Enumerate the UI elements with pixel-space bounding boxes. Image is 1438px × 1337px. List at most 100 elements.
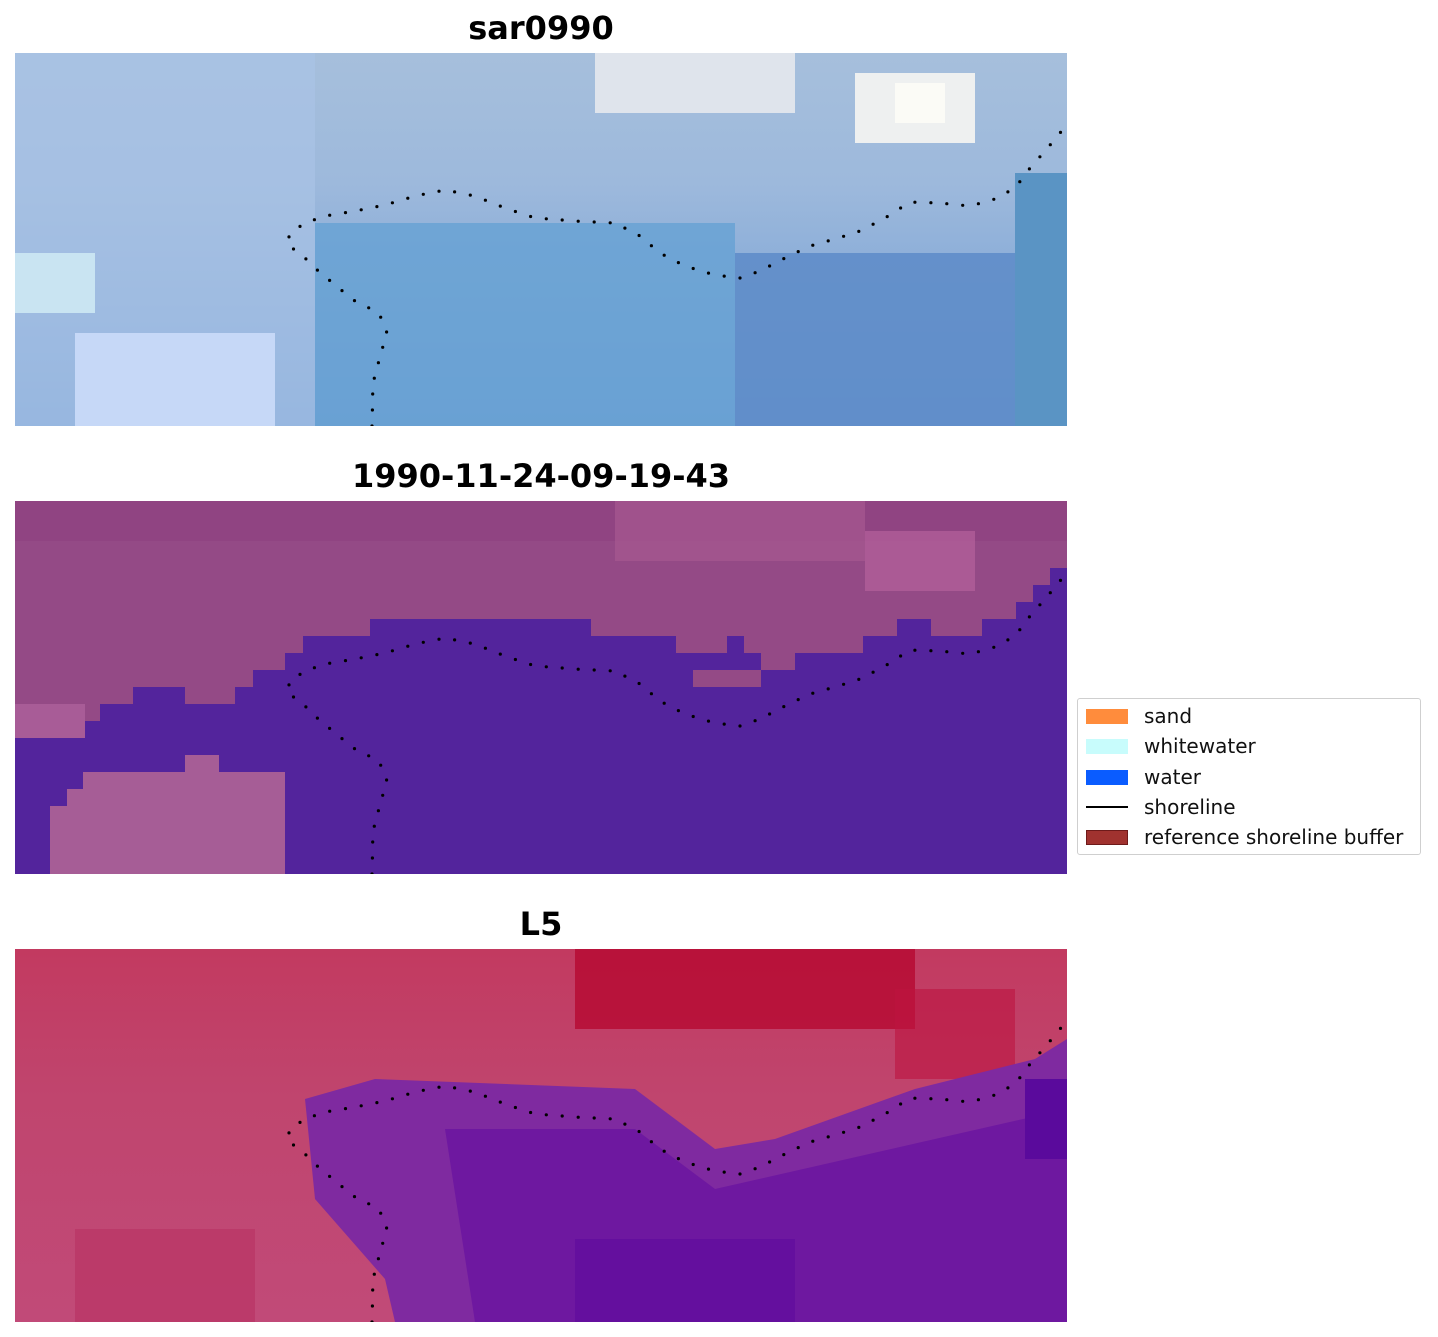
legend-label-whitewater: whitewater [1144, 734, 1256, 758]
shoreline-dot [871, 1118, 875, 1122]
shoreline-dot [483, 646, 487, 650]
shoreline-dot [529, 1110, 533, 1115]
shoreline-dot [649, 1140, 654, 1144]
shoreline-dot [370, 856, 374, 860]
shoreline-dot [945, 202, 949, 206]
shoreline-dot [1058, 130, 1063, 134]
shoreline-dot [498, 1100, 502, 1104]
shoreline-dot [1048, 1039, 1052, 1043]
shoreline-dot [992, 645, 996, 649]
shoreline-dot [352, 1195, 357, 1199]
shoreline-dot [1006, 638, 1010, 642]
shoreline-dot [437, 189, 441, 193]
shoreline-dot [406, 644, 410, 648]
shoreline-dot [370, 408, 374, 412]
shoreline-dot [1038, 603, 1042, 607]
shoreline-dot [529, 662, 533, 667]
legend-item-reference-buffer: reference shoreline buffer [1078, 822, 1420, 852]
shoreline-dot [343, 1107, 348, 1111]
shoreline-dot [706, 719, 711, 723]
shoreline-dot [483, 1094, 487, 1098]
shoreline-dot [782, 705, 786, 709]
shoreline-dot [811, 243, 815, 247]
shoreline-dot [437, 1085, 441, 1089]
panel-title-mndwi: L5 [519, 905, 563, 943]
shoreline-dot [376, 809, 380, 813]
shoreline-dot [649, 244, 654, 248]
shoreline-dot [385, 778, 389, 782]
shoreline-dots [287, 130, 1063, 426]
shoreline-dot [379, 763, 383, 767]
shoreline-dot [676, 1157, 681, 1161]
shoreline-dot [676, 709, 681, 713]
legend-swatch-reference-buffer [1086, 830, 1128, 845]
shoreline-dot [885, 215, 889, 219]
shoreline-dot [929, 649, 933, 653]
shoreline-dot [1027, 1063, 1031, 1067]
shoreline-dot [1006, 1086, 1010, 1090]
shoreline-dot [343, 659, 348, 663]
shoreline-dot [662, 1149, 666, 1153]
shoreline-dot [1018, 180, 1022, 184]
shoreline-dot [961, 1099, 965, 1103]
shoreline-dot [421, 192, 425, 196]
shoreline-dot [340, 289, 344, 293]
shoreline-dot [1018, 1076, 1022, 1080]
shoreline-dot [359, 656, 363, 660]
panel-title-rgb: sar0990 [468, 9, 614, 47]
shoreline-dot [842, 234, 846, 238]
shoreline-dot [826, 1135, 830, 1139]
shoreline-dot [544, 1113, 548, 1117]
shoreline-dot [623, 674, 627, 678]
shoreline-dot [328, 213, 332, 217]
shoreline-dot [871, 222, 875, 226]
shoreline-dot [592, 220, 596, 224]
shoreline-dot [1038, 155, 1042, 159]
shoreline-dot [298, 1120, 302, 1124]
shoreline-dot [376, 361, 380, 365]
shoreline-dot [782, 257, 786, 261]
shoreline-dot [637, 681, 641, 686]
legend-label-shoreline: shoreline [1144, 795, 1236, 819]
shoreline-dots [287, 578, 1063, 874]
shoreline-dot [885, 663, 889, 667]
shoreline-dot [340, 737, 344, 741]
shoreline-dot [913, 648, 917, 652]
shoreline-dot [826, 687, 830, 691]
shoreline-dot [468, 193, 472, 197]
shoreline-dot [913, 1096, 917, 1100]
shoreline-dot [304, 1153, 308, 1157]
shoreline-dot [453, 1086, 457, 1090]
shoreline-dot [929, 1097, 933, 1101]
shoreline-dot [637, 1129, 641, 1134]
shoreline-dot [367, 306, 371, 310]
shoreline-dot [352, 747, 357, 751]
shoreline-dot [359, 1104, 363, 1108]
shoreline-dot [381, 345, 385, 349]
shoreline-dot [375, 1101, 379, 1105]
shoreline-dot [406, 196, 410, 200]
shoreline-dot [992, 197, 996, 201]
shoreline-dot [857, 677, 861, 681]
shoreline-dot [468, 641, 472, 645]
shoreline-dots [287, 1026, 1063, 1322]
shoreline-dot [421, 1088, 425, 1092]
panel-title-classified: 1990-11-24-09-19-43 [351, 457, 731, 495]
shoreline-dot [498, 652, 502, 656]
shoreline-dot [291, 1143, 296, 1147]
shoreline-dot [421, 640, 425, 644]
shoreline-dot [592, 668, 596, 672]
shoreline-dot [768, 712, 772, 716]
shoreline-dot [1027, 167, 1031, 171]
shoreline-dot [468, 1089, 472, 1093]
shoreline-dot [885, 1111, 889, 1115]
shoreline-dot [287, 683, 291, 687]
shoreline-dot [576, 219, 580, 223]
shoreline-dot [722, 722, 726, 726]
shoreline-dot [304, 705, 308, 709]
shoreline-dot [899, 654, 903, 658]
shoreline-dot [796, 250, 800, 254]
shoreline-dot [608, 1117, 612, 1121]
shoreline-dot [1027, 615, 1031, 619]
shoreline-dot [328, 1109, 332, 1113]
